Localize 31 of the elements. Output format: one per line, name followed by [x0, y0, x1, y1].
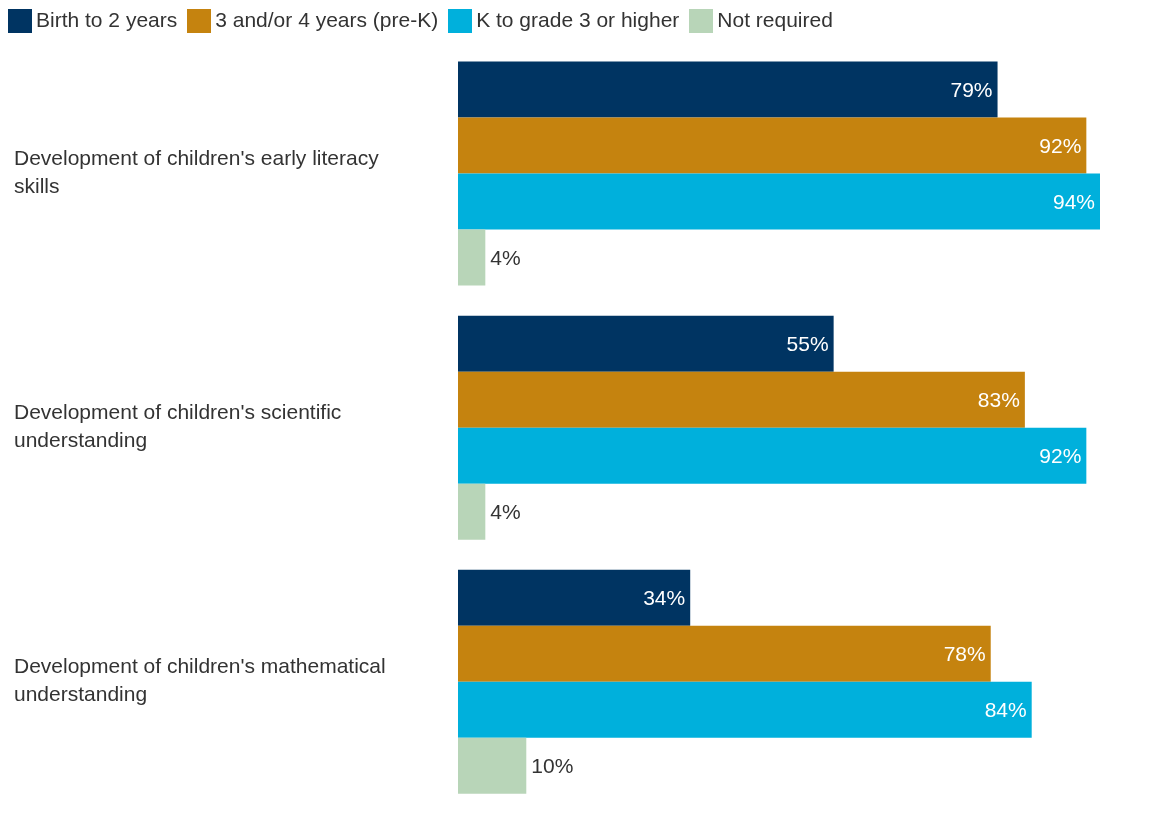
- data-label: 92%: [1039, 444, 1082, 468]
- bar: [458, 483, 486, 540]
- data-label: 78%: [943, 642, 986, 666]
- data-label: 55%: [786, 332, 829, 356]
- bar: [458, 173, 1100, 230]
- bar: [458, 61, 998, 118]
- bar: [458, 625, 991, 682]
- data-label: 34%: [643, 586, 686, 610]
- bar: [458, 681, 1032, 738]
- bar: [458, 371, 1025, 428]
- bar: [458, 117, 1087, 174]
- data-label: 79%: [950, 77, 993, 101]
- data-label: 94%: [1052, 189, 1095, 213]
- legend-label: Birth to 2 years: [36, 8, 178, 31]
- data-label: 83%: [977, 388, 1020, 412]
- legend-label: K to grade 3 or higher: [476, 8, 680, 31]
- data-label: 4%: [490, 245, 521, 269]
- bar: [458, 737, 527, 794]
- legend-label: Not required: [717, 8, 833, 31]
- bar: [458, 427, 1087, 484]
- legend-label: 3 and/or 4 years (pre-K): [215, 8, 439, 31]
- y-tick-label: Development of children's scientific understanding: [14, 399, 342, 451]
- data-label: 4%: [490, 500, 521, 524]
- data-label: 92%: [1039, 133, 1082, 157]
- y-tick-label: Development of children's mathematical understanding: [14, 653, 386, 705]
- y-tick-label: Development of children's early literacy skills: [14, 145, 380, 197]
- bar: [458, 315, 834, 372]
- data-label: 84%: [984, 698, 1027, 722]
- bar: [458, 569, 691, 626]
- bar: [458, 229, 486, 286]
- data-label: 10%: [531, 754, 574, 778]
